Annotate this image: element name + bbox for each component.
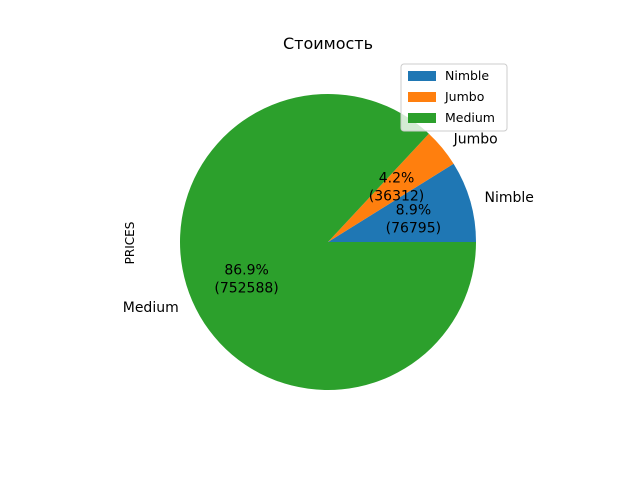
- pie-slice-medium: [180, 93, 476, 390]
- legend-swatch-jumbo: [408, 92, 436, 102]
- legend-label-nimble: Nimble: [445, 68, 489, 83]
- legend-swatch-nimble: [408, 71, 436, 81]
- slice-value-medium: (752588): [214, 280, 278, 296]
- y-axis-label: PRICES: [123, 222, 137, 265]
- legend-swatch-medium: [408, 113, 436, 123]
- pie-slice-nimble: [328, 163, 476, 242]
- legend-label-jumbo: Jumbo: [444, 89, 484, 104]
- slice-value-jumbo: (36312): [369, 189, 424, 205]
- pie-slice-jumbo: [328, 133, 454, 242]
- slice-percent-jumbo: 4.2%: [379, 171, 415, 187]
- slice-percent-medium: 86.9%: [224, 262, 268, 278]
- pie-labels: Nimble 8.9% (76795) Jumbo 4.2% (36312) Medium 8…: [123, 131, 534, 315]
- slice-label-medium: Medium: [123, 300, 179, 316]
- slice-percent-nimble: 8.9%: [396, 203, 432, 219]
- slice-label-nimble: Nimble: [485, 190, 534, 206]
- chart-title: Стоимость: [283, 34, 373, 53]
- legend: Nimble Jumbo Medium: [400, 63, 508, 132]
- pie-slices: [180, 93, 476, 390]
- slice-value-nimble: (76795): [386, 221, 441, 237]
- slice-label-jumbo: Jumbo: [453, 131, 498, 147]
- legend-label-medium: Medium: [445, 110, 495, 125]
